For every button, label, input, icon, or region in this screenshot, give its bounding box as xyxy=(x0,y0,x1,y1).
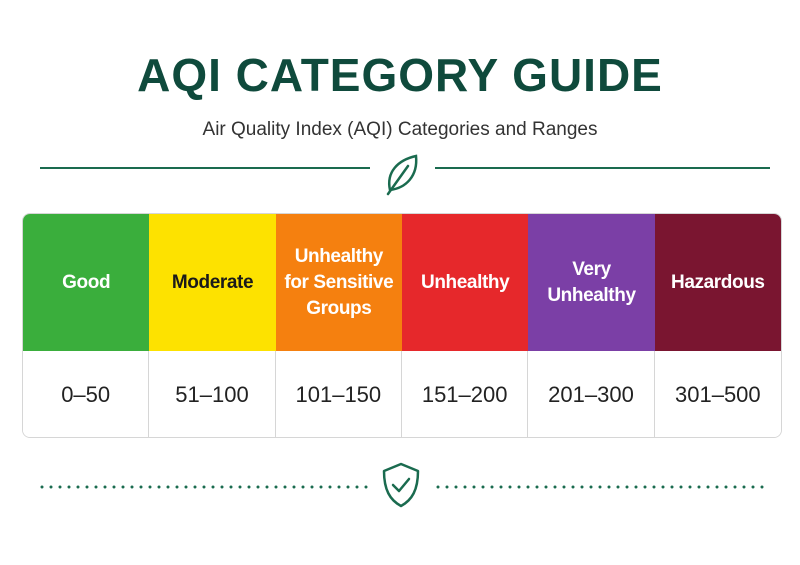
category-range: 101–150 xyxy=(275,351,402,437)
category-range: 201–300 xyxy=(528,351,655,437)
category-range: 301–500 xyxy=(654,351,781,437)
category-name: Good xyxy=(23,214,150,351)
category-range: 151–200 xyxy=(402,351,529,437)
title: AQI CATEGORY GUIDE xyxy=(137,49,663,101)
subtitle: Air Quality Index (AQI) Categories and R… xyxy=(202,119,598,140)
category-name: Unhealthy for Sensitive Groups xyxy=(275,214,402,351)
leaf-icon xyxy=(386,154,418,196)
category-name: Very Unhealthy xyxy=(528,214,655,351)
category-name: Moderate xyxy=(149,214,276,351)
category-range: 51–100 xyxy=(149,351,276,437)
category-name: Hazardous xyxy=(654,214,781,351)
shield-icon xyxy=(382,462,420,508)
aqi-table: Good Moderate Unhealthy for Sensitive Grou… xyxy=(22,213,782,438)
category-name: Unhealthy xyxy=(402,214,529,351)
category-range: 0–50 xyxy=(23,351,150,437)
